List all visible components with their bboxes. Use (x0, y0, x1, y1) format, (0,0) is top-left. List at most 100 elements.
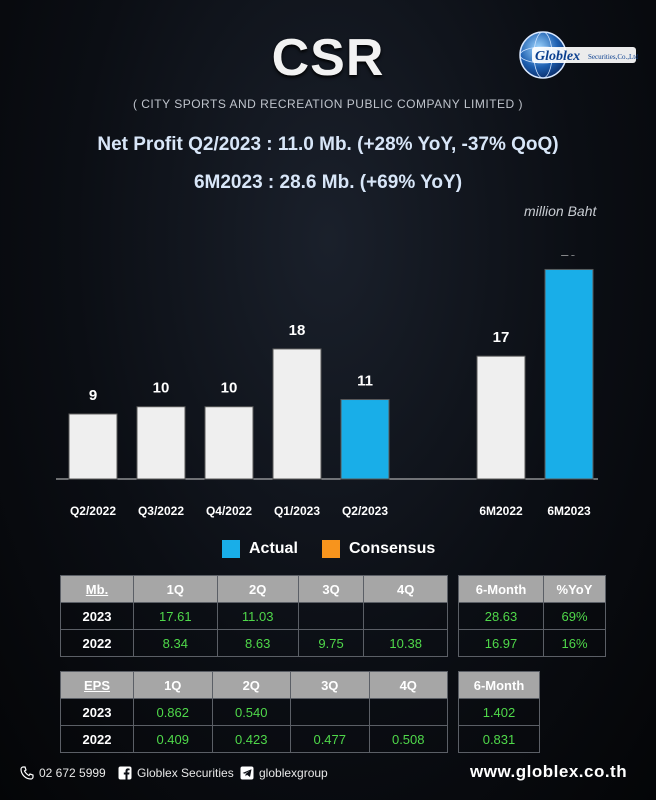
table-header-row: 6-Month %YoY (458, 575, 606, 603)
table-header-row: Mb. 1Q 2Q 3Q 4Q (60, 575, 448, 603)
table-row: 1.402 (458, 698, 540, 726)
tick-label: Q1/2023 (274, 504, 320, 518)
telegram-name: globlexgroup (259, 766, 328, 780)
table-row: 28.63 69% (458, 602, 606, 630)
bar-q2-2022 (68, 413, 118, 480)
table-row: 2022 8.34 8.63 9.75 10.38 (60, 629, 448, 657)
footer-phone: 02 672 5999 (20, 764, 106, 782)
tick-label: Q4/2022 (206, 504, 252, 518)
data-label: 29 (561, 255, 578, 259)
facebook-icon (118, 766, 132, 780)
legend-consensus: Consensus (322, 537, 435, 561)
col-header: 6-Month (458, 575, 544, 603)
row-year: 2022 (60, 629, 134, 657)
mb-quarterly-table: Mb. 1Q 2Q 3Q 4Q 2023 17.61 11.03 2022 8.… (60, 575, 448, 657)
data-label: 9 (89, 387, 97, 404)
table-cell: 28.63 (458, 602, 544, 630)
data-label: 17 (493, 329, 510, 346)
table-cell: 16.97 (458, 629, 544, 657)
table-cell: 8.63 (216, 629, 299, 657)
table-cell (363, 602, 448, 630)
col-header: 3Q (290, 671, 370, 699)
eps-corner-label: EPS (60, 671, 134, 699)
bar-q3-2022 (136, 406, 186, 480)
website-url: www.globlex.co.th (470, 762, 628, 781)
tick-label: Q2/2023 (342, 504, 388, 518)
footer-telegram: globlexgroup (240, 764, 328, 782)
col-header: 4Q (368, 671, 448, 699)
tick-label: 6M2023 (547, 504, 591, 518)
table-cell: 0.409 (133, 725, 213, 753)
table-cell: 11.03 (216, 602, 299, 630)
table-cell: 0.540 (211, 698, 291, 726)
col-header: 2Q (216, 575, 299, 603)
bar-6m2023 (544, 268, 594, 480)
legend-actual-swatch (222, 540, 240, 558)
table-cell (290, 698, 370, 726)
net-profit-bar-chart: 9 Q2/2022 10 Q3/2022 10 Q4/2022 18 Q1/2023 11 Q2/… (56, 255, 598, 518)
mb-half-year-table: 6-Month %YoY 28.63 69% 16.97 16% (458, 575, 606, 657)
data-label: 10 (153, 380, 170, 397)
row-year: 2023 (60, 698, 134, 726)
tick-label: Q2/2022 (70, 504, 116, 518)
col-header: 1Q (133, 671, 213, 699)
tick-label: Q3/2022 (138, 504, 184, 518)
globlex-logo: Globlex Securities,Co.,Ltd. (518, 30, 641, 80)
data-label: 18 (289, 322, 306, 339)
table-cell: 0.423 (211, 725, 291, 753)
col-header: %YoY (543, 575, 606, 603)
phone-icon (20, 766, 34, 780)
bar-q2-2023 (340, 399, 390, 480)
col-header: 2Q (211, 671, 291, 699)
table-cell: 9.75 (297, 629, 365, 657)
mb-corner-label: Mb. (60, 575, 134, 603)
table-header-row: EPS 1Q 2Q 3Q 4Q (60, 671, 448, 699)
headline-half-year: 6M2023 : 28.6 Mb. (+69% YoY) (193, 172, 463, 193)
row-year: 2023 (60, 602, 134, 630)
bar-6m2022 (476, 355, 526, 480)
table-row: 16.97 16% (458, 629, 606, 657)
facebook-name: Globlex Securities (137, 766, 234, 780)
col-header: 1Q (133, 575, 218, 603)
col-header: 3Q (297, 575, 365, 603)
row-year: 2022 (60, 725, 134, 753)
table-row: 2023 17.61 11.03 (60, 602, 448, 630)
table-header-row: 6-Month (458, 671, 540, 699)
table-cell: 69% (543, 602, 606, 630)
footer-facebook: Globlex Securities (118, 764, 234, 782)
table-cell: 0.508 (368, 725, 448, 753)
company-name: ( CITY SPORTS AND RECREATION PUBLIC COMP… (132, 97, 524, 111)
table-cell: 16% (543, 629, 606, 657)
bar-q4-2022 (204, 406, 254, 480)
table-row: 0.831 (458, 725, 540, 753)
table-cell: 0.831 (458, 725, 540, 753)
table-cell (368, 698, 448, 726)
table-cell: 8.34 (133, 629, 218, 657)
telegram-icon (240, 766, 254, 780)
eps-half-year-table: 6-Month 1.402 0.831 (458, 671, 540, 753)
table-row: 2023 0.862 0.540 (60, 698, 448, 726)
col-header: 6-Month (458, 671, 540, 699)
legend-consensus-label: Consensus (349, 540, 436, 557)
legend-actual: Actual (222, 537, 298, 561)
headline-quarter: Net Profit Q2/2023 : 11.0 Mb. (+28% YoY,… (97, 134, 559, 155)
page-title: CSR (271, 29, 385, 87)
logo-text: Globlex (535, 49, 580, 64)
bar-q1-2023 (272, 348, 322, 480)
table-row: 2022 0.409 0.423 0.477 0.508 (60, 725, 448, 753)
data-label: 10 (221, 380, 238, 397)
table-cell: 0.477 (290, 725, 370, 753)
table-cell: 1.402 (458, 698, 540, 726)
data-label: 11 (357, 373, 373, 390)
legend-consensus-swatch (322, 540, 340, 558)
legend-actual-label: Actual (249, 540, 298, 557)
logo-subtext: Securities,Co.,Ltd. (588, 53, 638, 61)
table-cell: 0.862 (133, 698, 213, 726)
table-cell: 10.38 (363, 629, 448, 657)
col-header: 4Q (363, 575, 448, 603)
tick-label: 6M2022 (479, 504, 523, 518)
unit-label: million Baht (524, 203, 597, 219)
table-cell (297, 602, 365, 630)
table-cell: 17.61 (133, 602, 218, 630)
